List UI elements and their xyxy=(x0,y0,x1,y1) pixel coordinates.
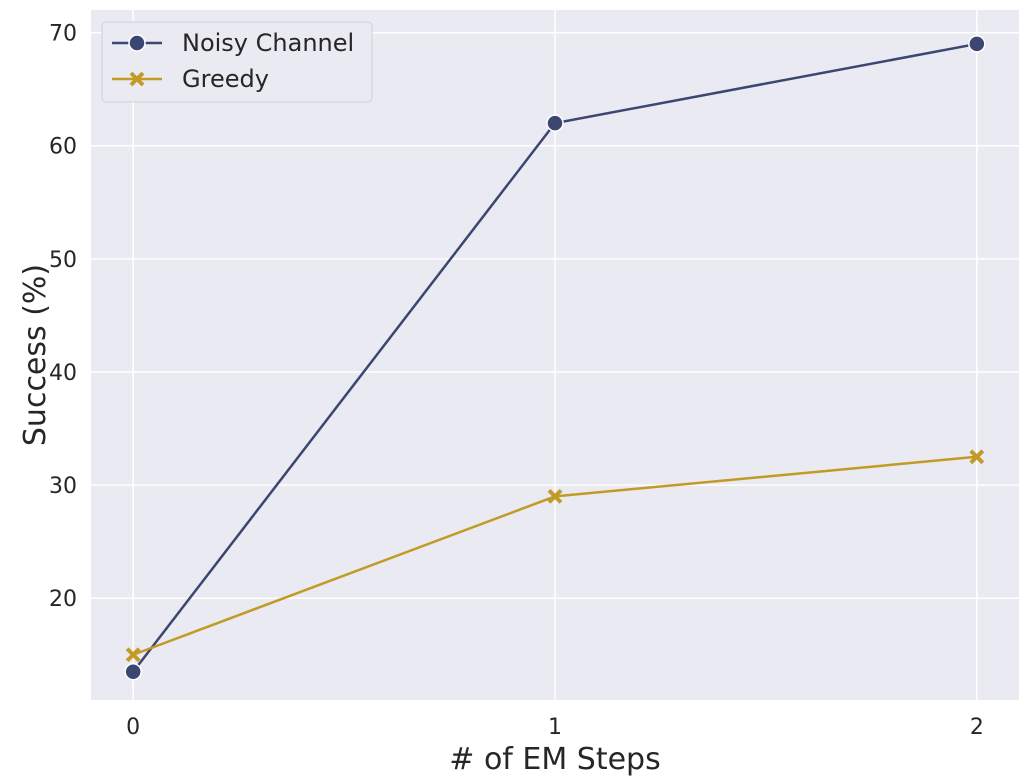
series-greedy xyxy=(125,449,985,663)
legend-item-greedy: Greedy xyxy=(112,65,269,93)
x-tick-label: 2 xyxy=(970,715,984,740)
series-group xyxy=(124,35,986,681)
y-tick-label: 60 xyxy=(49,135,77,160)
data-point-greedy xyxy=(547,488,563,504)
legend-item-noisy-channel: Noisy Channel xyxy=(112,29,354,57)
data-point-noisy-channel xyxy=(968,35,986,53)
y-tick-labels: 20 30 40 50 60 70 xyxy=(49,22,77,613)
y-tick-label: 30 xyxy=(49,474,77,499)
y-tick-label: 40 xyxy=(49,361,77,386)
y-axis-label: Success (%) xyxy=(18,264,53,446)
legend-swatch-marker xyxy=(128,34,146,52)
x-tick-labels: 0 1 2 xyxy=(126,715,984,740)
legend-label: Greedy xyxy=(182,65,269,93)
legend-label: Noisy Channel xyxy=(182,29,354,57)
y-tick-label: 50 xyxy=(49,248,77,273)
legend-box xyxy=(101,21,373,103)
series-noisy-channel xyxy=(124,35,986,681)
x-axis-label: # of EM Steps xyxy=(449,742,660,777)
data-point-greedy xyxy=(125,647,141,663)
legend-swatch-marker xyxy=(129,71,145,87)
data-point-greedy xyxy=(969,449,985,465)
data-point-noisy-channel xyxy=(124,662,142,681)
y-tick-label: 70 xyxy=(49,22,77,47)
y-tick-label: 20 xyxy=(49,587,77,612)
data-point-noisy-channel xyxy=(546,114,564,132)
x-tick-label: 0 xyxy=(126,715,140,740)
legend: Noisy Channel Greedy xyxy=(101,21,373,103)
x-tick-label: 1 xyxy=(548,715,562,740)
